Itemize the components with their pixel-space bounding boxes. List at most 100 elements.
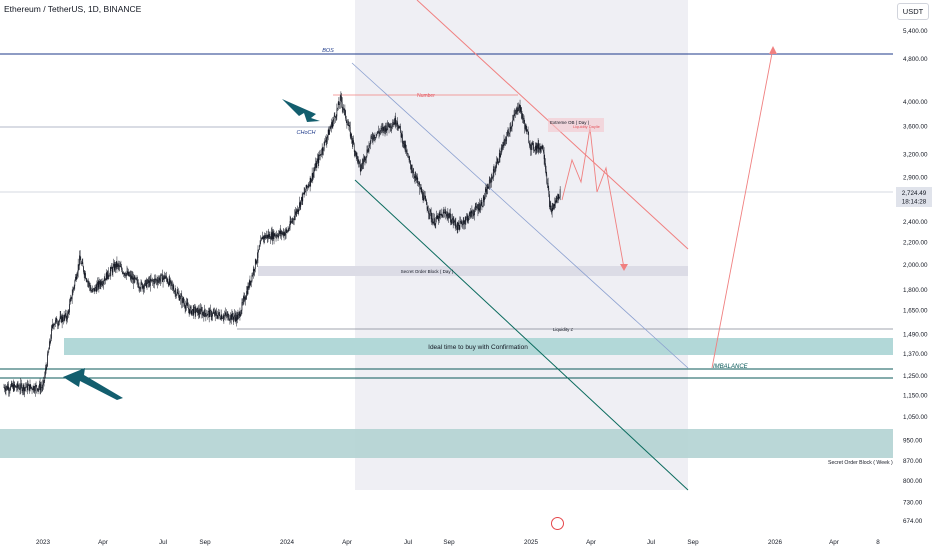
candle-body	[508, 133, 510, 134]
candle-body	[61, 315, 62, 323]
candle-body	[195, 311, 197, 314]
candle-body	[34, 390, 36, 392]
candle-body	[467, 216, 469, 221]
tradingview-logo-icon[interactable]	[551, 517, 564, 530]
teal-channel-line[interactable]	[354, 179, 689, 491]
candle-body	[154, 279, 155, 285]
candle-body	[157, 281, 159, 283]
candle-body	[216, 312, 217, 316]
candle-body	[454, 220, 455, 222]
candle-body	[327, 129, 329, 136]
candle-body	[210, 309, 211, 312]
candle-body	[250, 280, 252, 282]
candle-body	[268, 234, 270, 238]
candle-body	[291, 221, 292, 223]
candle-body	[160, 278, 161, 282]
candle-body	[553, 204, 555, 207]
candle-body	[104, 278, 106, 281]
candle-body	[375, 134, 377, 138]
candle-body	[329, 128, 331, 130]
price-tick-label: 3,600.00	[903, 124, 928, 131]
candle-body	[332, 121, 334, 128]
candle-body	[297, 209, 299, 213]
candle-body	[263, 236, 265, 239]
candle-body	[424, 195, 425, 197]
candle-body	[344, 109, 346, 111]
candle-body	[479, 208, 481, 211]
candle-body	[387, 122, 389, 127]
candle-body	[12, 384, 14, 387]
currency-button[interactable]: USDT	[897, 3, 929, 20]
time-axis[interactable]: 2023 Apr Jul Sep 2024 Apr Jul Sep 2025 Apr Jul Sep 2…	[36, 539, 880, 546]
secret-order-block-day-zone[interactable]	[258, 266, 688, 276]
candle-body	[529, 142, 530, 145]
choch-label: CHoCH	[297, 130, 316, 136]
candle-body	[549, 194, 550, 207]
candle-body	[36, 385, 38, 389]
candle-body	[551, 208, 553, 213]
candle-body	[55, 318, 57, 321]
candle-body	[371, 136, 373, 139]
candle-body	[51, 328, 52, 339]
candle-body	[85, 273, 86, 279]
candle-body	[151, 279, 153, 281]
candle-body	[167, 281, 169, 283]
candle-body	[73, 287, 74, 290]
extreme-ob-zone[interactable]	[548, 118, 604, 132]
candle-body	[150, 278, 152, 281]
candle-body	[365, 156, 367, 159]
candle-body	[224, 313, 226, 316]
candle-body	[286, 229, 288, 231]
candle-body	[558, 194, 560, 199]
blue-channel-line[interactable]	[351, 62, 689, 369]
candle-body	[169, 278, 171, 284]
buy-zone[interactable]	[64, 338, 893, 355]
price-tick-label: 1,490.00	[903, 331, 928, 338]
candle-body	[128, 271, 130, 276]
candle-body	[4, 387, 5, 390]
candle-body	[78, 264, 80, 266]
candle-body	[285, 232, 286, 236]
candle-body	[145, 280, 147, 282]
candle-body	[289, 227, 290, 230]
candle-body	[186, 302, 188, 305]
candle-body	[149, 280, 151, 286]
candle-body	[341, 102, 343, 108]
candle-body	[417, 177, 419, 184]
candle-body	[137, 283, 139, 288]
candle-body	[88, 282, 90, 284]
buy-zone-label: Ideal time to buy with Confirmation	[428, 344, 528, 351]
candle-body	[224, 315, 225, 316]
candle-body	[402, 134, 403, 144]
candle-body	[59, 316, 61, 321]
candle-body	[557, 194, 559, 199]
candle-body	[345, 118, 347, 122]
candle-body	[271, 232, 272, 240]
secret-order-block-week-zone[interactable]	[0, 429, 893, 458]
arrow-choch-icon	[282, 99, 320, 122]
candle-body	[331, 122, 333, 128]
candle-body	[460, 221, 462, 223]
candle-body	[27, 383, 28, 391]
candle-body	[135, 278, 137, 279]
candle-body	[535, 145, 536, 150]
candle-body	[482, 196, 484, 207]
price-axis[interactable]: 5,400.00 4,800.00 4,000.00 3,600.00 3,200.00…	[903, 28, 928, 525]
candle-body	[126, 271, 128, 274]
candle-body	[428, 213, 430, 215]
candle-body	[262, 237, 264, 240]
candle-body	[190, 306, 192, 315]
candle-body	[492, 169, 494, 179]
candle-body	[333, 115, 335, 119]
candle-body	[525, 124, 526, 129]
candle-body	[555, 200, 557, 203]
time-tick-label: Apr	[586, 539, 596, 546]
candle-body	[393, 122, 395, 125]
candle-body	[156, 279, 157, 281]
candle-body	[486, 188, 487, 195]
candle-body	[367, 149, 368, 152]
candle-body	[234, 314, 235, 318]
candle-body	[25, 387, 27, 388]
candle-body	[35, 385, 36, 392]
